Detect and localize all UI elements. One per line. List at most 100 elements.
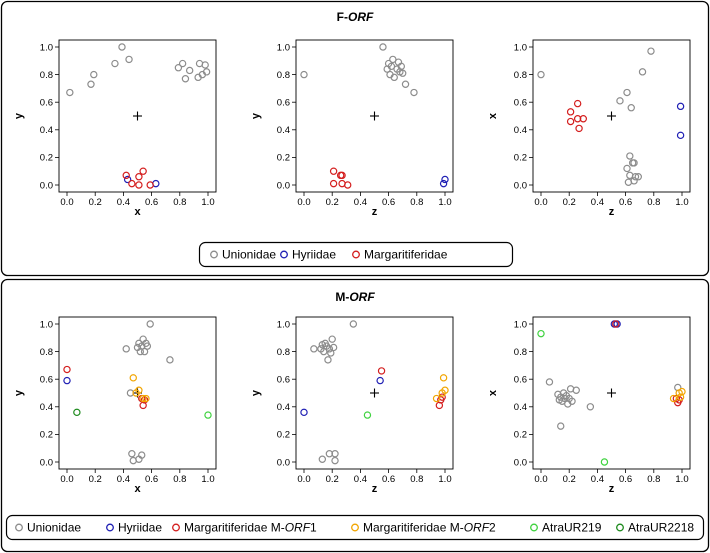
y-tick-label: 0.2: [40, 153, 53, 164]
y-tick-label: 1.0: [277, 42, 290, 53]
y-tick-label: 0.4: [40, 125, 53, 136]
x-tick-label: 0.8: [173, 474, 186, 485]
x-tick-label: 0.2: [563, 197, 576, 208]
point-margaritiferidae: [128, 179, 136, 188]
scatter-plots: 0.0 0.0 0.2 0.2 0.4 0.4 0.6 0.6 0.8 0.8 1.0 1.0 x y 0.…: [13, 39, 691, 495]
point-margaritiferidae-m-orf2: [139, 394, 147, 403]
legend-text: Margaritiferidae M-: [184, 521, 285, 535]
point-margaritiferidae: [573, 99, 582, 108]
y-tick-label: 0.6: [277, 375, 290, 386]
point-atraur219: [204, 411, 212, 419]
legend-text-italic: ORF: [285, 521, 311, 535]
point-hyriidae: [439, 179, 448, 188]
point-unionidae: [537, 70, 545, 79]
x-tick-label: 0.0: [60, 197, 73, 208]
legend-text-suffix: 1: [310, 521, 317, 535]
y-tick-label: 1.0: [514, 42, 527, 53]
point-margaritiferidae: [146, 181, 154, 189]
point-margaritiferidae-m-orf2: [142, 394, 150, 403]
x-tick-label: 0.4: [117, 197, 130, 208]
x-tick-label: 1.0: [201, 197, 214, 208]
y-tick-label: 0.2: [514, 430, 527, 441]
x-tick-label: 0.8: [173, 197, 186, 208]
point-margaritiferidae-m-orf2: [678, 387, 686, 396]
y-tick-label: 0.8: [40, 347, 53, 358]
plot-frame: [58, 316, 217, 470]
point-unionidae: [647, 47, 655, 55]
y-tick-label: 0.0: [514, 457, 527, 468]
x-tick-label: 0.2: [89, 197, 102, 208]
point-unionidae: [586, 403, 595, 411]
legend-marker-atraur219: [530, 523, 538, 532]
point-margaritiferidae-m-orf1: [140, 396, 149, 404]
y-tick-label: 0.0: [40, 457, 53, 468]
point-unionidae: [631, 173, 640, 181]
point-unionidae: [174, 63, 183, 72]
x-tick-label: 0.0: [60, 474, 73, 485]
x-tick-label: 0.8: [410, 197, 423, 208]
y-tick-label: 0.6: [277, 98, 290, 109]
point-unionidae: [181, 75, 190, 83]
point-unionidae: [624, 178, 633, 186]
legend-marker-margaritiferidae-m-orf2: [351, 523, 359, 532]
y-tick-label: 0.0: [514, 180, 527, 191]
x-tick-label: 0.4: [354, 474, 367, 485]
x-tick-label: 0.6: [145, 474, 158, 485]
x-tick-label: 1.0: [438, 474, 451, 485]
legend-marker-hyriidae: [280, 250, 288, 259]
x-tick-label: 0.8: [647, 474, 660, 485]
point-unionidae: [310, 345, 318, 353]
y-axis-label: y: [13, 112, 25, 119]
x-tick-label: 0.2: [326, 197, 339, 208]
x-tick-label: 0.2: [326, 474, 339, 485]
point-margaritiferidae-m-orf1: [612, 320, 620, 328]
point-unionidae: [568, 397, 576, 405]
point-unionidae: [202, 68, 211, 76]
point-margaritiferidae-m-orf2: [432, 394, 441, 403]
y-tick-label: 0.4: [277, 125, 290, 136]
legend-text: Margaritiferidae: [364, 248, 448, 262]
point-hyriidae: [63, 376, 71, 385]
y-tick-label: 0.8: [514, 347, 527, 358]
legend-label-unionidae: Unionidae: [222, 248, 276, 262]
point-unionidae: [623, 88, 631, 97]
y-tick-label: 0.4: [514, 125, 527, 136]
legend-marker-unionidae: [210, 250, 218, 259]
y-axis-label: x: [487, 389, 499, 396]
x-tick-label: 0.4: [591, 474, 604, 485]
point-hyriidae: [300, 408, 308, 417]
point-margaritiferidae-m-orf2: [135, 386, 143, 394]
y-axis-label: y: [250, 389, 262, 396]
point-unionidae: [185, 66, 194, 75]
y-axis-label: y: [250, 112, 262, 119]
point-unionidae: [328, 335, 336, 343]
point-unionidae: [623, 164, 631, 173]
point-margaritiferidae: [566, 117, 575, 126]
y-tick-label: 0.2: [514, 153, 527, 164]
plot-frame: [532, 39, 691, 193]
point-margaritiferidae: [135, 181, 143, 189]
legend-text: Unionidae: [27, 521, 81, 535]
f-orf-title: F-ORF: [337, 10, 374, 24]
y-tick-label: 0.4: [514, 402, 527, 413]
y-tick-label: 1.0: [40, 42, 53, 53]
x-tick-label: 0.4: [117, 474, 130, 485]
x-tick-label: 1.0: [675, 474, 688, 485]
point-margaritiferidae: [122, 171, 130, 180]
legend-text: AtraUR2218: [628, 521, 694, 535]
x-tick-label: 0.2: [563, 474, 576, 485]
point-atraur219: [363, 411, 372, 419]
m-orf-panel: [0, 278, 710, 553]
point-margaritiferidae: [344, 181, 352, 189]
legend-label-margaritiferidae: Margaritiferidae: [364, 248, 448, 262]
scatter-plot-3: 0.0 0.0 0.2 0.2 0.4 0.4 0.6 0.6 0.8 0.8 1.0 1.0 z x: [487, 39, 691, 218]
point-margaritiferidae: [329, 179, 338, 188]
y-axis-label: x: [487, 112, 499, 119]
point-unionidae: [329, 343, 338, 352]
m-orf-legend-entries: Unionidae Hyriidae Margaritiferidae M-ORF1…: [15, 521, 694, 535]
point-hyriidae: [376, 376, 384, 385]
legend-text: AtraUR219: [542, 521, 602, 535]
y-tick-label: 0.0: [40, 180, 53, 191]
legend-marker-margaritiferidae-m-orf1: [172, 523, 180, 532]
